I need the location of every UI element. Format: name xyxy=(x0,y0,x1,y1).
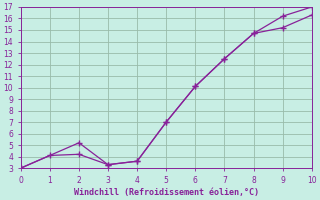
X-axis label: Windchill (Refroidissement éolien,°C): Windchill (Refroidissement éolien,°C) xyxy=(74,188,259,197)
